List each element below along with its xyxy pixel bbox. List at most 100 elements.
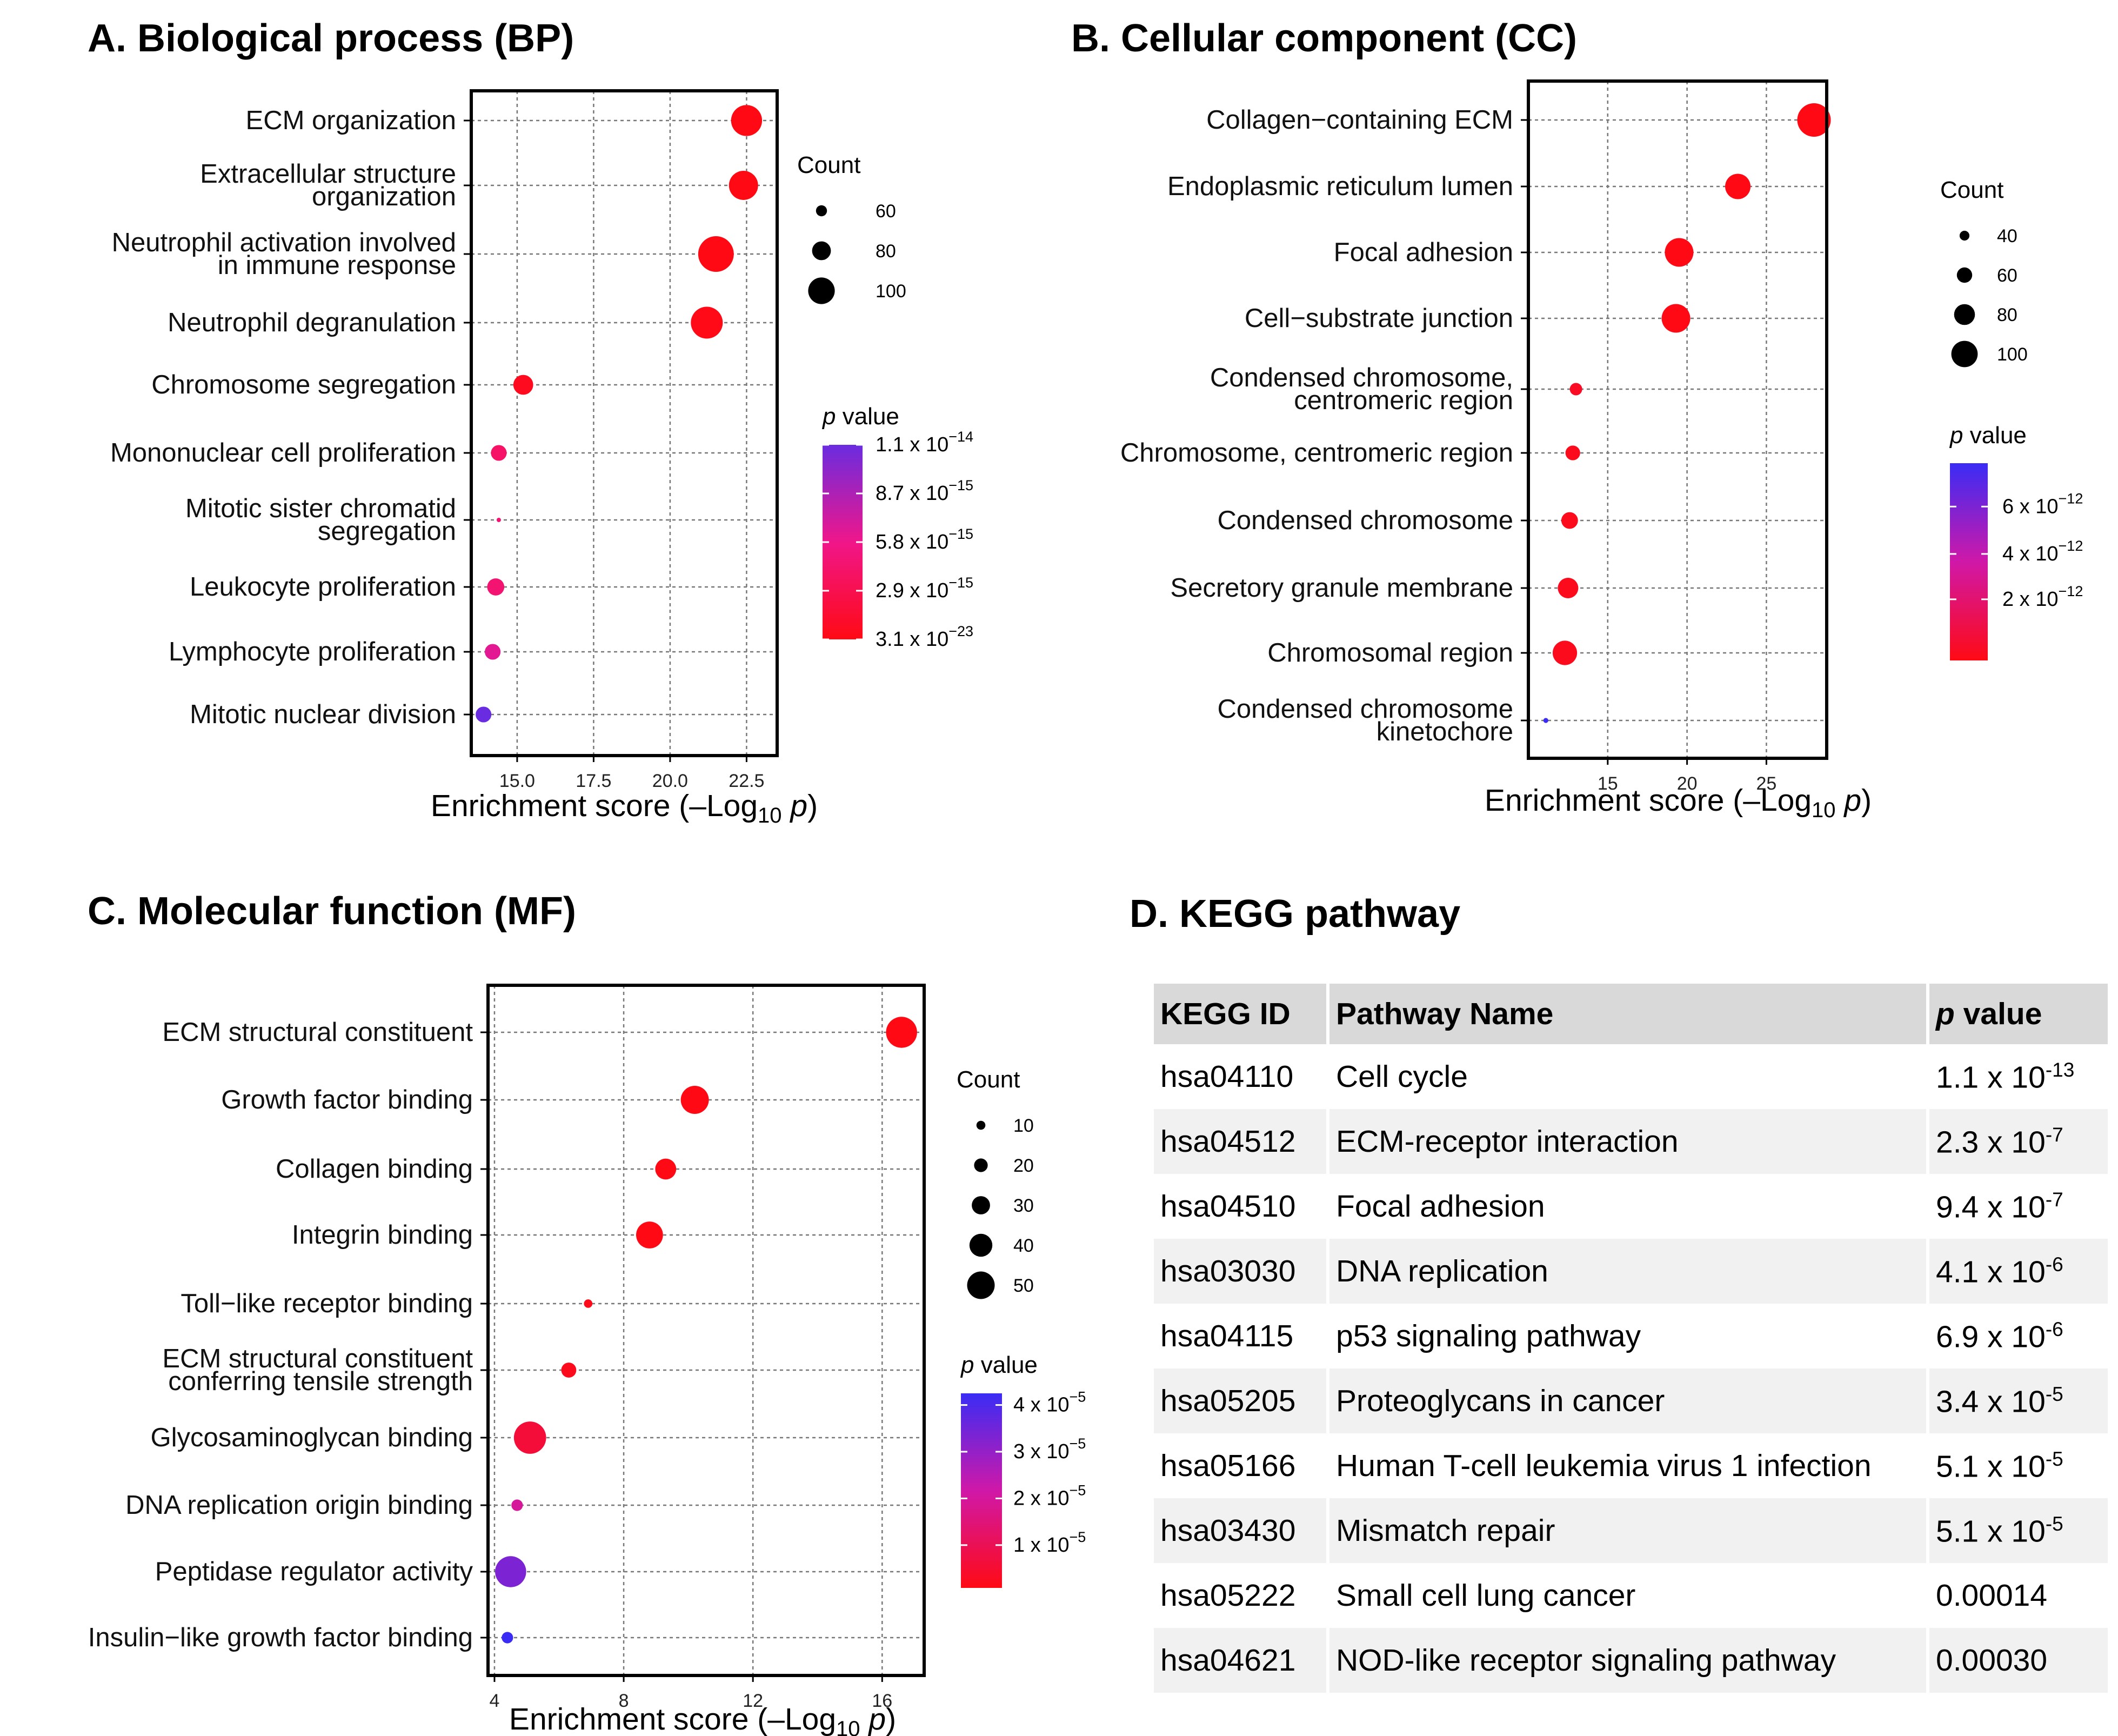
color-legend-label: 2 x 10−5	[1013, 1482, 1086, 1510]
size-legend-label: 20	[1013, 1156, 1034, 1176]
y-tick-label-line: Lymphocyte proliferation	[169, 637, 456, 666]
kegg-pvalue-cell: 3.4 x 10-5	[1929, 1368, 2108, 1433]
y-tick-label: Mitotic sister chromatid segregation	[185, 494, 456, 546]
x-tick-label: 16	[872, 1691, 892, 1711]
y-tick-label: Focal adhesion	[1334, 238, 1513, 267]
color-legend-title-p: p	[821, 403, 836, 430]
data-points	[495, 1017, 917, 1644]
kegg-row: hsa04110 Cell cycle 1.1 x 10-13	[1154, 1044, 2108, 1109]
color-legend-title: p value	[1949, 422, 2027, 449]
kegg-pvalue-cell: 9.4 x 10-7	[1929, 1174, 2108, 1239]
kegg-header-name: Pathway Name	[1329, 984, 1929, 1044]
y-axis: Collagen−containing ECM Endoplasmic retic…	[1120, 105, 1528, 746]
x-axis-title-main: Enrichment score (–Log	[509, 1702, 836, 1736]
color-legend-label-exponent: −12	[2059, 583, 2083, 599]
color-legend-label: 5.8 x 10−15	[876, 526, 973, 553]
x-tick-label: 4	[489, 1691, 499, 1711]
data-point	[485, 644, 501, 660]
y-tick-label-line: centromeric region	[1294, 386, 1513, 415]
chart-title: C. Molecular function (MF)	[88, 890, 576, 933]
data-point	[502, 1632, 513, 1644]
chart-cc: B. Cellular component (CC) 15 20 25 Collagen…	[1071, 17, 2083, 822]
color-legend-label-exponent: −5	[1070, 1482, 1086, 1498]
color-legend-label-exponent: −5	[1070, 1435, 1086, 1452]
size-legend-dot	[812, 241, 831, 261]
kegg-row: hsa04621 NOD-like receptor signaling path…	[1154, 1628, 2108, 1693]
x-axis-title-main: Enrichment score (–Log	[431, 789, 758, 823]
color-legend-label-exponent: −14	[948, 429, 973, 445]
x-tick-label: 20	[1677, 773, 1698, 794]
size-legend-label: 60	[1997, 265, 2017, 286]
data-point	[487, 578, 505, 596]
y-tick-label: ECM structural constituent conferring ten…	[162, 1344, 473, 1396]
color-legend-label-exponent: −15	[948, 477, 973, 493]
kegg-pvalue-exponent: -6	[2045, 1252, 2063, 1276]
kegg-pathway-cell: p53 signaling pathway	[1329, 1304, 1929, 1368]
color-legend-label-mantissa: 4 x 10	[2002, 543, 2059, 565]
chart-title: A. Biological process (BP)	[88, 17, 574, 60]
size-legend-label: 10	[1013, 1116, 1034, 1136]
y-tick-label: Toll−like receptor binding	[181, 1289, 473, 1318]
data-points	[1543, 103, 1831, 723]
color-legend-label-mantissa: 3 x 10	[1013, 1440, 1070, 1463]
kegg-pvalue-mantissa: 3.4 x 10	[1936, 1384, 2046, 1419]
x-axis-title-p: p	[867, 1702, 886, 1736]
kegg-id-cell: hsa03030	[1154, 1239, 1329, 1304]
y-tick-label-line: kinetochore	[1377, 717, 1513, 746]
y-tick-label: Neutrophil degranulation	[168, 308, 456, 337]
grid-lines	[488, 985, 924, 1675]
x-tick-label: 22.5	[729, 771, 764, 791]
color-legend-title-rest: value	[974, 1352, 1037, 1378]
size-legend-dot	[972, 1196, 990, 1214]
x-axis-title-space	[782, 789, 791, 823]
y-tick-label-line: Focal adhesion	[1334, 238, 1513, 267]
data-point	[495, 1556, 526, 1587]
data-point	[1552, 640, 1578, 665]
kegg-pvalue-mantissa: 1.1 x 10	[1936, 1060, 2046, 1095]
color-legend-label-exponent: −15	[948, 526, 973, 542]
kegg-pvalue-cell: 5.1 x 10-5	[1929, 1433, 2108, 1498]
y-tick-label: ECM structural constituent	[162, 1018, 473, 1047]
y-tick-label-line: Growth factor binding	[221, 1085, 473, 1114]
plot-frame	[470, 89, 779, 757]
data-point	[731, 105, 763, 136]
size-legend: Count 40 60 80 100	[1940, 177, 2028, 368]
y-tick-label: Chromosomal region	[1267, 638, 1513, 667]
data-points	[476, 105, 763, 723]
color-legend-label: 1.1 x 10−14	[876, 429, 973, 456]
y-tick-label-line: ECM structural constituent	[162, 1018, 473, 1047]
size-legend-label: 60	[876, 201, 896, 222]
color-legend-label: 4 x 10−12	[2002, 538, 2083, 565]
kegg-pathway-cell: Small cell lung cancer	[1329, 1563, 1929, 1628]
x-axis-title-sub: 10	[758, 804, 782, 827]
size-legend-title: Count	[797, 152, 860, 178]
color-legend-label: 2 x 10−12	[2002, 583, 2083, 611]
x-axis-title-sub: 10	[1812, 798, 1836, 822]
data-point	[680, 1086, 709, 1114]
size-legend-title: Count	[1940, 177, 2003, 203]
kegg-pvalue-exponent: -5	[2045, 1382, 2063, 1405]
plot-frame	[486, 984, 926, 1677]
y-tick-label: Leukocyte proliferation	[190, 572, 456, 602]
data-point	[1543, 718, 1548, 723]
chart-title: B. Cellular component (CC)	[1071, 17, 1577, 60]
y-tick-label-line: Mononuclear cell proliferation	[110, 438, 456, 468]
kegg-pathway-cell: DNA replication	[1329, 1239, 1929, 1304]
kegg-pathway-cell: Human T-cell leukemia virus 1 infection	[1329, 1433, 1929, 1498]
color-bar	[961, 1393, 1002, 1588]
size-legend-label: 100	[1997, 344, 2028, 365]
y-tick-label: Peptidase regulator activity	[155, 1557, 473, 1586]
y-tick-label-line: segregation	[318, 517, 456, 546]
x-axis-title-p: p	[789, 789, 807, 823]
kegg-pathway-cell: Proteoglycans in cancer	[1329, 1368, 1929, 1433]
size-legend-label: 80	[876, 241, 896, 262]
x-tick-label: 25	[1756, 773, 1777, 794]
size-legend-dot	[1959, 230, 1970, 241]
y-tick-label: Chromosome, centromeric region	[1120, 438, 1513, 468]
y-axis: ECM organization Extracellular structure o…	[110, 106, 471, 729]
y-tick-label-line: Mitotic sister chromatid	[185, 494, 456, 523]
color-legend-label-mantissa: 3.1 x 10	[876, 628, 948, 651]
y-tick-label-line: Neutrophil degranulation	[168, 308, 456, 337]
x-axis: 4 8 12 16	[489, 1675, 892, 1711]
